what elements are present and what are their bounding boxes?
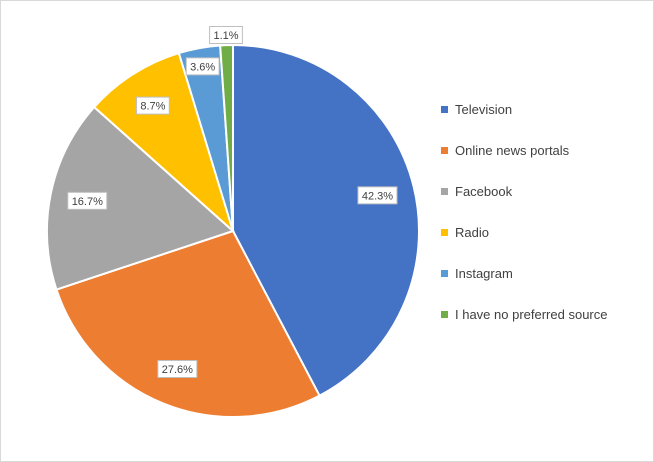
legend-item-instagram: Instagram	[441, 253, 607, 294]
legend-swatch-facebook	[441, 188, 448, 195]
data-label-box	[157, 360, 198, 379]
data-label-text: 1.1%	[213, 30, 238, 42]
data-label-radio: 8.7%	[135, 96, 170, 115]
legend-item-facebook: Facebook	[441, 171, 607, 212]
pie-slice-radio	[92, 51, 235, 235]
pie-slice-online-news-portals	[55, 229, 321, 418]
data-label-text: 8.7%	[140, 101, 165, 113]
data-label-text: 27.6%	[162, 364, 193, 376]
pie-slice-television	[232, 43, 420, 398]
legend-label-television: Television	[455, 102, 513, 117]
legend-item-online-news-portals: Online news portals	[441, 130, 607, 171]
legend-label-facebook: Facebook	[455, 184, 513, 199]
data-label-facebook: 16.7%	[67, 191, 108, 210]
data-label-box	[357, 186, 398, 205]
legend-label-radio: Radio	[455, 225, 489, 240]
data-label-online-news-portals: 27.6%	[157, 360, 198, 379]
data-labels: 42.3% 27.6% 16.7% 8.7% 3.6% 1.1%	[67, 26, 398, 379]
pie-slices	[46, 43, 420, 418]
data-label-instagram: 3.6%	[185, 57, 220, 76]
legend-label-no-preferred-source: I have no preferred source	[455, 307, 608, 322]
legend-swatch-online-news-portals	[441, 147, 448, 154]
legend-swatch-television	[441, 106, 448, 113]
legend-swatch-no-preferred-source	[441, 311, 448, 318]
data-label-text: 16.7%	[72, 196, 103, 208]
legend-swatch-instagram	[441, 270, 448, 277]
legend-item-television: Television	[441, 89, 607, 130]
legend-swatch-radio	[441, 229, 448, 236]
data-label-box	[135, 96, 170, 115]
legend-label-instagram: Instagram	[455, 266, 513, 281]
legend-item-no-preferred-source: I have no preferred source	[441, 294, 607, 335]
data-label-i-have-no-preferred-source: 1.1%	[209, 26, 243, 44]
data-label-box	[67, 191, 108, 210]
legend-item-radio: Radio	[441, 212, 607, 253]
pie-slice-facebook	[46, 105, 235, 291]
data-label-television: 42.3%	[357, 186, 398, 205]
data-label-box	[185, 57, 220, 76]
data-label-box	[209, 26, 243, 44]
data-label-text: 42.3%	[362, 190, 393, 202]
data-label-text: 3.6%	[190, 61, 215, 73]
pie-slice-i-have-no-preferred-source	[219, 43, 234, 232]
legend: Television Online news portals Facebook …	[441, 89, 607, 335]
legend-label-online-news-portals: Online news portals	[455, 143, 570, 158]
